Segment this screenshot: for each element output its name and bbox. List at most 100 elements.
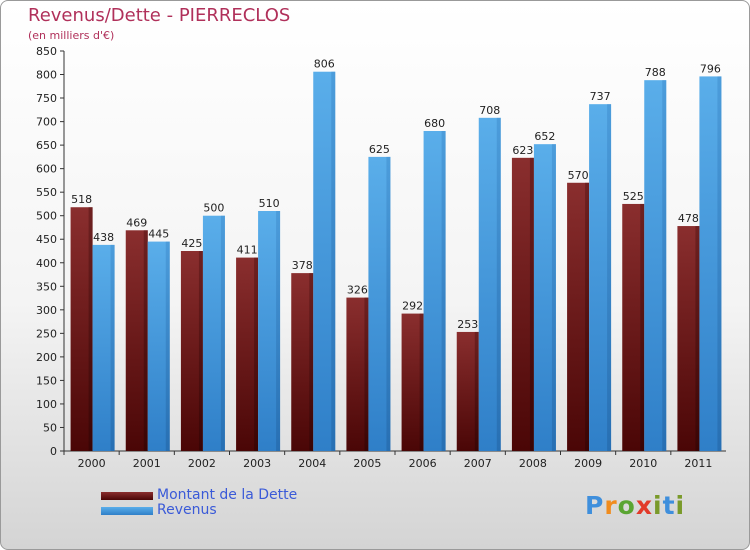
bar-revenue-shade (441, 131, 446, 451)
bar-debt-shade (419, 313, 424, 451)
bar-revenue-shade (165, 241, 170, 451)
y-tick-label: 350 (36, 280, 57, 293)
y-tick-label: 600 (36, 163, 57, 176)
data-label-revenue: 680 (424, 117, 445, 130)
bar-debt (180, 251, 203, 451)
bar-revenue-shade (496, 117, 501, 451)
bar-debt (567, 182, 590, 451)
bar-revenue (423, 131, 446, 451)
y-tick-label: 100 (36, 398, 57, 411)
bar-debt-shade (309, 273, 314, 451)
y-tick-label: 550 (36, 186, 57, 199)
bar-debt-shade (364, 297, 369, 451)
data-label-debt: 411 (237, 244, 258, 257)
x-tick-label: 2008 (519, 457, 547, 470)
bar-debt (291, 273, 314, 451)
bar-revenue (92, 244, 115, 451)
bar-revenue (368, 156, 391, 451)
y-tick-label: 750 (36, 92, 57, 105)
bar-revenue (202, 215, 225, 451)
bar-revenue (258, 211, 281, 451)
data-label-debt: 469 (126, 216, 147, 229)
bar-revenue-shade (220, 215, 225, 451)
data-label-debt: 525 (623, 190, 644, 203)
bar-revenue-shade (607, 104, 612, 452)
bar-debt-shade (88, 207, 93, 451)
bar-debt (236, 257, 259, 451)
data-label-revenue: 438 (93, 231, 114, 244)
x-tick-label: 2003 (243, 457, 271, 470)
legend-item-debt: Montant de la Dette (101, 488, 297, 503)
axes: 0 50 100 150 200 250 300 350 400 450 500 550 600 650 7… (36, 45, 726, 470)
legend-label-debt: Montant de la Dette (157, 487, 298, 503)
data-label-revenue: 445 (148, 228, 169, 241)
data-label-debt: 518 (71, 193, 92, 206)
bar-debt (346, 297, 369, 451)
bar-debt (511, 157, 534, 451)
x-tick-label: 2010 (629, 457, 657, 470)
x-tick-label: 2006 (409, 457, 437, 470)
x-tick-label: 2005 (353, 457, 381, 470)
y-tick-label: 150 (36, 374, 57, 387)
x-tick-label: 2002 (188, 457, 216, 470)
bars (70, 71, 722, 452)
data-label-revenue: 796 (700, 62, 721, 75)
y-tick-label: 800 (36, 69, 57, 82)
data-label-revenue: 625 (369, 143, 390, 156)
legend-label-revenue: Revenus (157, 502, 217, 518)
data-label-revenue: 500 (203, 202, 224, 215)
y-tick-label: 50 (43, 421, 57, 434)
data-label-debt: 570 (568, 169, 589, 182)
bar-revenue (478, 117, 501, 451)
bar-debt-shade (474, 331, 479, 451)
chart-subtitle: (en milliers d'€) (28, 29, 115, 42)
bar-debt (401, 313, 424, 451)
bar-debt-shade (585, 182, 590, 451)
x-tick-label: 2009 (574, 457, 602, 470)
bar-revenue (589, 104, 612, 452)
bar-debt (70, 207, 93, 451)
data-label-debt: 478 (678, 212, 699, 225)
data-label-revenue: 708 (479, 104, 500, 117)
bar-debt-shade (198, 251, 203, 451)
data-label-debt: 292 (402, 300, 423, 313)
legend-swatch-revenue (101, 506, 153, 515)
bar-debt (677, 226, 700, 451)
data-label-debt: 326 (347, 284, 368, 297)
bar-revenue-shade (551, 144, 556, 452)
data-label-revenue: 652 (534, 130, 555, 143)
y-tick-label: 850 (36, 45, 57, 58)
bar-debt (622, 203, 645, 451)
data-label-debt: 425 (181, 237, 202, 250)
bar-revenue (699, 76, 722, 451)
data-label-debt: 378 (292, 259, 313, 272)
bar-revenue (147, 241, 170, 451)
x-tick-label: 2007 (464, 457, 492, 470)
y-tick-label: 400 (36, 257, 57, 270)
bar-debt-shade (143, 230, 148, 451)
y-tick-label: 300 (36, 304, 57, 317)
bar-revenue-shade (110, 244, 115, 451)
y-tick-label: 250 (36, 327, 57, 340)
bar-debt-shade (529, 157, 534, 451)
bar-debt-shade (640, 203, 645, 451)
bar-revenue (533, 144, 556, 452)
bar-revenue-shade (386, 156, 391, 451)
data-label-debt: 623 (512, 144, 533, 157)
data-label-revenue: 510 (259, 197, 280, 210)
bar-revenue-shade (331, 71, 336, 452)
y-tick-label: 650 (36, 139, 57, 152)
y-tick-label: 200 (36, 351, 57, 364)
data-label-revenue: 788 (645, 66, 666, 79)
bar-debt (125, 230, 148, 451)
chart-title: Revenus/Dette - PIERRECLOS (28, 5, 291, 26)
y-tick-label: 0 (50, 445, 57, 458)
proxiti-logo: Proxiti (585, 491, 686, 520)
x-tick-label: 2011 (684, 457, 712, 470)
data-label-revenue: 737 (590, 90, 611, 103)
x-tick-label: 2001 (133, 457, 161, 470)
legend-item-revenue: Revenus (101, 503, 297, 518)
